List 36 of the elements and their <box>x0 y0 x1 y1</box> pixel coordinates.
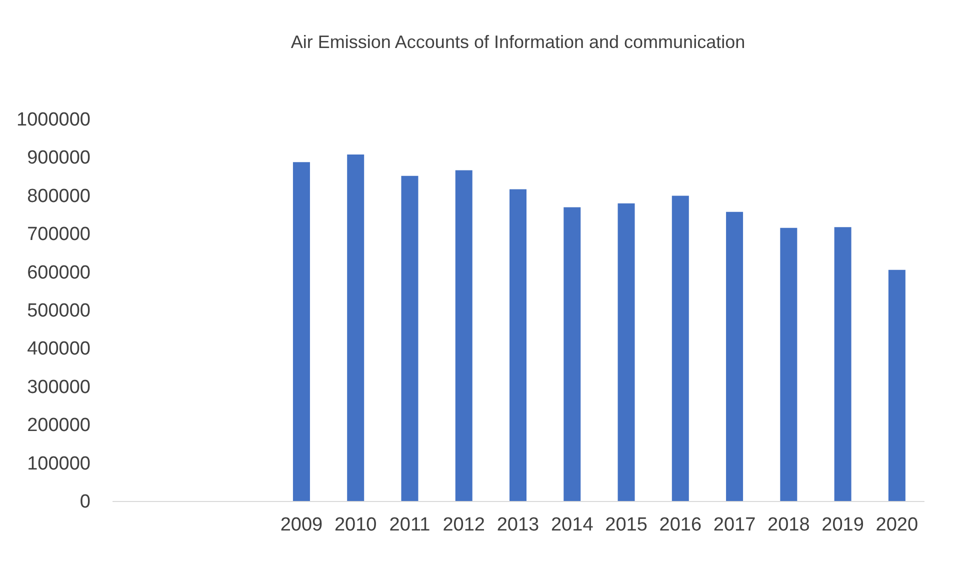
y-tick-label: 900000 <box>27 148 90 169</box>
y-tick-label: 1000000 <box>16 110 90 130</box>
bar <box>292 162 310 501</box>
x-tick-label: 2017 <box>713 514 756 536</box>
bar <box>780 228 798 501</box>
bar <box>347 154 364 501</box>
y-tick-label: 800000 <box>27 186 90 207</box>
x-tick-label: 2010 <box>334 514 377 536</box>
x-tick-label: 2013 <box>496 514 540 536</box>
x-tick-label: 2019 <box>822 514 864 536</box>
x-tick-label: 2015 <box>605 514 648 536</box>
bar <box>672 196 689 501</box>
y-tick-label: 300000 <box>27 376 90 398</box>
x-tick-label: 2014 <box>550 514 594 536</box>
x-tick-label: 2020 <box>876 514 918 536</box>
y-tick-label: 100000 <box>27 453 90 474</box>
x-tick-label: 2009 <box>280 514 323 536</box>
x-tick-label: 2012 <box>442 514 486 536</box>
x-tick-label: 2016 <box>659 514 702 536</box>
bar <box>618 203 635 501</box>
y-tick-label: 700000 <box>27 224 90 246</box>
bar <box>510 189 526 501</box>
bar <box>834 227 852 501</box>
bar <box>455 170 472 501</box>
bar <box>401 176 418 501</box>
y-tick-label: 200000 <box>27 415 90 436</box>
bar <box>564 207 581 501</box>
y-tick-label: 500000 <box>27 300 90 322</box>
bar <box>888 270 906 501</box>
y-tick-label: 0 <box>80 492 90 512</box>
y-tick-label: 400000 <box>27 338 90 360</box>
bar <box>726 212 744 501</box>
x-tick-label: 2011 <box>389 514 430 536</box>
chart-title: Air Emission Accounts of Information and communication <box>290 32 746 52</box>
x-tick-label: 2018 <box>768 514 810 536</box>
y-tick-label: 600000 <box>27 262 90 284</box>
